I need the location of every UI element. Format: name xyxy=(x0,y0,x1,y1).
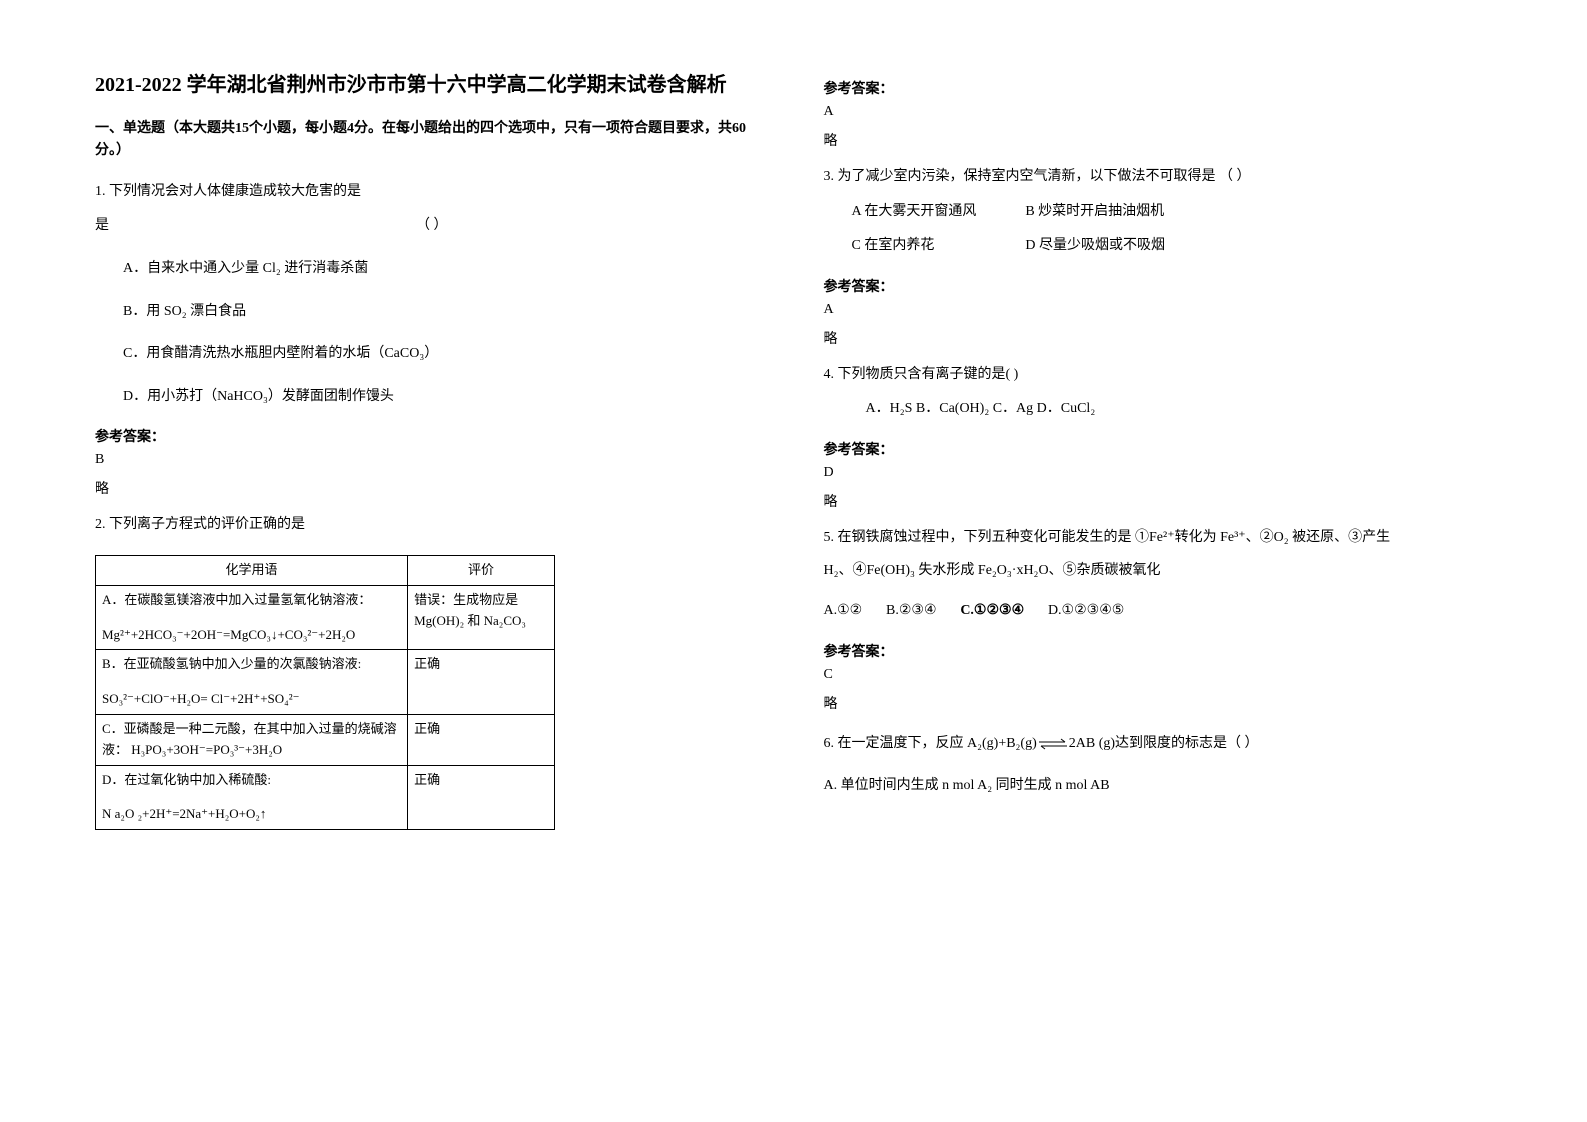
q5-optC: C.①②③④ xyxy=(960,603,1024,618)
equilibrium-arrow-icon xyxy=(1037,737,1069,751)
q1-omit: 略 xyxy=(95,478,764,498)
q3-stem: 3. 为了减少室内污染，保持室内空气清新，以下做法不可取得是 （ ） xyxy=(824,164,1493,191)
q4-omit: 略 xyxy=(824,491,1493,511)
q1: 1. 下列情况会对人体健康造成较大危害的是 是 （ ） xyxy=(95,179,764,240)
q5-stem2: H₂、④Fe(OH)₃ 失水形成 Fe₂O₃·xH₂O、⑤杂质碳被氧化 xyxy=(824,558,1493,585)
q2-rD2: 正确 xyxy=(408,765,555,830)
q6-stem-pre: 6. 在一定温度下，反应 A₂(g)+B₂(g) xyxy=(824,736,1037,751)
q1-optA: A．自来水中通入少量 Cl₂ 进行消毒杀菌 xyxy=(95,256,764,283)
right-column: 参考答案： A 略 3. 为了减少室内污染，保持室内空气清新，以下做法不可取得是… xyxy=(824,70,1493,1052)
q1-ans-label: 参考答案： xyxy=(95,426,764,446)
q2-stem: 2. 下列离子方程式的评价正确的是 xyxy=(95,512,764,539)
q5-optD: D.①②③④⑤ xyxy=(1048,603,1124,618)
q5-optA: A.①② xyxy=(824,603,863,618)
q6-optA: A. 单位时间内生成 n mol A₂ 同时生成 n mol AB xyxy=(824,773,1493,800)
q2-ans-label: 参考答案： xyxy=(824,78,1493,98)
q4-ans-label: 参考答案： xyxy=(824,439,1493,459)
q2-rA1-text: A．在碳酸氢镁溶液中加入过量氢氧化钠溶液： xyxy=(102,590,401,611)
q2-rB1b-text: SO₃²⁻+ClO⁻+H₂O= Cl⁻+2H⁺+SO₄²⁻ xyxy=(102,689,401,710)
q3-optCD: C 在室内养花 D 尽量少吸烟或不吸烟 xyxy=(824,233,1493,260)
q6: 6. 在一定温度下，反应 A₂(g)+B₂(g) 2AB (g)达到限度的标志是… xyxy=(824,731,1493,758)
q2-th1: 化学用语 xyxy=(96,555,408,585)
q5-opts: A.①② B.②③④ C.①②③④ D.①②③④⑤ xyxy=(824,598,1493,625)
page-title: 2021-2022 学年湖北省荆州市沙市市第十六中学高二化学期末试卷含解析 xyxy=(95,70,764,100)
q1-blank: （ ） xyxy=(416,218,448,233)
q2-table: 化学用语 评价 A．在碳酸氢镁溶液中加入过量氢氧化钠溶液： Mg²⁺+2HCO₃… xyxy=(95,555,555,830)
q1-ans: B xyxy=(95,452,764,468)
q3-optAB: A 在大雾天开窗通风 B 炒菜时开启抽油烟机 xyxy=(824,199,1493,226)
q1-blank-line: 是 （ ） xyxy=(95,213,764,240)
q3-ans-label: 参考答案： xyxy=(824,276,1493,296)
q1-stem: 1. 下列情况会对人体健康造成较大危害的是 xyxy=(95,179,764,206)
q4-ans: D xyxy=(824,465,1493,481)
q2-omit: 略 xyxy=(824,130,1493,150)
q4-opts: A．H₂S B．Ca(OH)₂ C．Ag D．CuCl₂ xyxy=(824,396,1493,423)
q5-ans-label: 参考答案： xyxy=(824,641,1493,661)
q2-rB2: 正确 xyxy=(408,650,555,715)
q5-omit: 略 xyxy=(824,693,1493,713)
q5-stem1: 5. 在钢铁腐蚀过程中，下列五种变化可能发生的是 ①Fe²⁺转化为 Fe³⁺、②… xyxy=(824,525,1493,552)
q2-th2: 评价 xyxy=(408,555,555,585)
q2-rA1b-text: Mg²⁺+2HCO₃⁻+2OH⁻=MgCO₃↓+CO₃²⁻+2H₂O xyxy=(102,625,401,646)
q2-rD1-text: D．在过氧化钠中加入稀硫酸: xyxy=(102,770,401,791)
q3-omit: 略 xyxy=(824,328,1493,348)
q2-rD1: D．在过氧化钠中加入稀硫酸: N a₂O ₂+2H⁺=2Na⁺+H₂O+O₂↑ xyxy=(96,765,408,830)
q1-optB: B．用 SO₂ 漂白食品 xyxy=(95,299,764,326)
q2-rA1: A．在碳酸氢镁溶液中加入过量氢氧化钠溶液： Mg²⁺+2HCO₃⁻+2OH⁻=M… xyxy=(96,585,408,650)
q2-rC1: C．亚磷酸是一种二元酸，在其中加入过量的烧碱溶液： H₃PO₃+3OH⁻=PO₃… xyxy=(96,714,408,765)
q5: 5. 在钢铁腐蚀过程中，下列五种变化可能发生的是 ①Fe²⁺转化为 Fe³⁺、②… xyxy=(824,525,1493,625)
q6-stem-post: 2AB (g)达到限度的标志是（ ） xyxy=(1069,736,1259,751)
q2-rA2: 错误：生成物应是 Mg(OH)₂ 和 Na₂CO₃ xyxy=(408,585,555,650)
q2-rB1-text: B．在亚硫酸氢钠中加入少量的次氯酸钠溶液: xyxy=(102,654,401,675)
q2-rB1: B．在亚硫酸氢钠中加入少量的次氯酸钠溶液: SO₃²⁻+ClO⁻+H₂O= Cl… xyxy=(96,650,408,715)
q3-optB: B 炒菜时开启抽油烟机 xyxy=(1025,204,1164,219)
q3-optA: A 在大雾天开窗通风 xyxy=(852,204,977,219)
q4-stem: 4. 下列物质只含有离子键的是( ) xyxy=(824,362,1493,389)
left-column: 2021-2022 学年湖北省荆州市沙市市第十六中学高二化学期末试卷含解析 一、… xyxy=(95,70,764,1052)
q3: 3. 为了减少室内污染，保持室内空气清新，以下做法不可取得是 （ ） A 在大雾… xyxy=(824,164,1493,260)
q1-optC: C．用食醋清洗热水瓶胆内壁附着的水垢（CaCO₃） xyxy=(95,341,764,368)
q1-optD: D．用小苏打（NaHCO₃）发酵面团制作馒头 xyxy=(95,384,764,411)
q3-optD: D 尽量少吸烟或不吸烟 xyxy=(1025,238,1165,253)
q2-rC2: 正确 xyxy=(408,714,555,765)
q3-ans: A xyxy=(824,302,1493,318)
q2-rD1b-text: N a₂O ₂+2H⁺=2Na⁺+H₂O+O₂↑ xyxy=(102,804,401,825)
q3-optC: C 在室内养花 xyxy=(852,238,935,253)
q5-optB: B.②③④ xyxy=(886,603,937,618)
q1-stem-text: 1. 下列情况会对人体健康造成较大危害的是 xyxy=(95,184,361,199)
q4: 4. 下列物质只含有离子键的是( ) A．H₂S B．Ca(OH)₂ C．Ag … xyxy=(824,362,1493,423)
section-head: 一、单选题（本大题共15个小题，每小题4分。在每小题给出的四个选项中，只有一项符… xyxy=(95,118,764,163)
q1-blank-pre: 是 xyxy=(95,218,109,233)
q5-ans: C xyxy=(824,667,1493,683)
q2-ans: A xyxy=(824,104,1493,120)
